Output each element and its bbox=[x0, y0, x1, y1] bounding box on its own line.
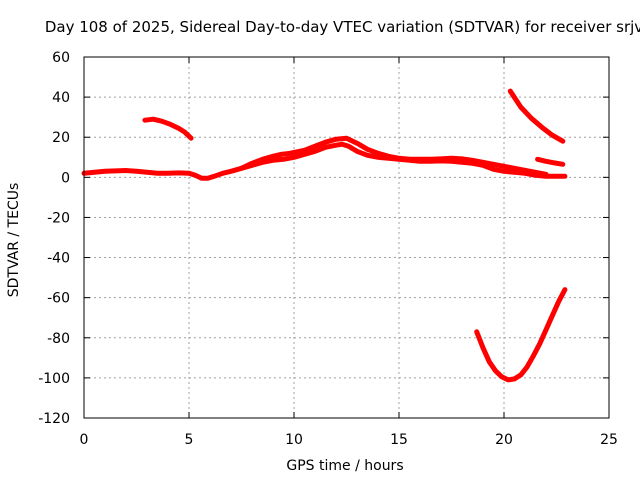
chart-title: Day 108 of 2025, Sidereal Day-to-day VTE… bbox=[45, 18, 640, 36]
y-tick-label: 60 bbox=[52, 50, 70, 66]
y-tick-label: 0 bbox=[61, 170, 70, 186]
grid bbox=[84, 57, 609, 418]
series-upper-band bbox=[239, 135, 549, 177]
plot-frame bbox=[83, 56, 610, 419]
series-segment-21h-down bbox=[507, 88, 566, 144]
ticks bbox=[83, 56, 610, 419]
x-tick-label: 20 bbox=[495, 432, 513, 448]
series-layer bbox=[81, 88, 568, 383]
x-tick-label: 10 bbox=[285, 432, 303, 448]
y-tick-label: 40 bbox=[52, 90, 70, 106]
x-tick-label: 25 bbox=[600, 432, 618, 448]
series-segment-3h bbox=[142, 116, 194, 141]
y-tick-labels: -120 -100 -80 -60 -40 -20 0 20 40 60 bbox=[38, 50, 70, 427]
x-axis-label: GPS time / hours bbox=[286, 458, 403, 474]
y-tick-label: 20 bbox=[52, 130, 70, 146]
series-segment-dip bbox=[474, 287, 568, 383]
x-tick-label: 0 bbox=[80, 432, 89, 448]
x-tick-label: 5 bbox=[185, 432, 194, 448]
x-tick-label: 15 bbox=[390, 432, 408, 448]
x-tick-labels: 0 5 10 15 20 25 bbox=[80, 432, 618, 448]
y-tick-label: -40 bbox=[47, 251, 70, 267]
y-axis-label: SDTVAR / TECUs bbox=[6, 183, 22, 298]
y-tick-label: -60 bbox=[47, 291, 70, 307]
y-tick-label: -20 bbox=[47, 210, 70, 226]
y-tick-label: -80 bbox=[47, 331, 70, 347]
y-tick-label: -120 bbox=[38, 411, 70, 427]
y-tick-label: -100 bbox=[38, 371, 70, 387]
series-main-band bbox=[81, 141, 568, 181]
series-segment-21h-short bbox=[535, 156, 566, 167]
